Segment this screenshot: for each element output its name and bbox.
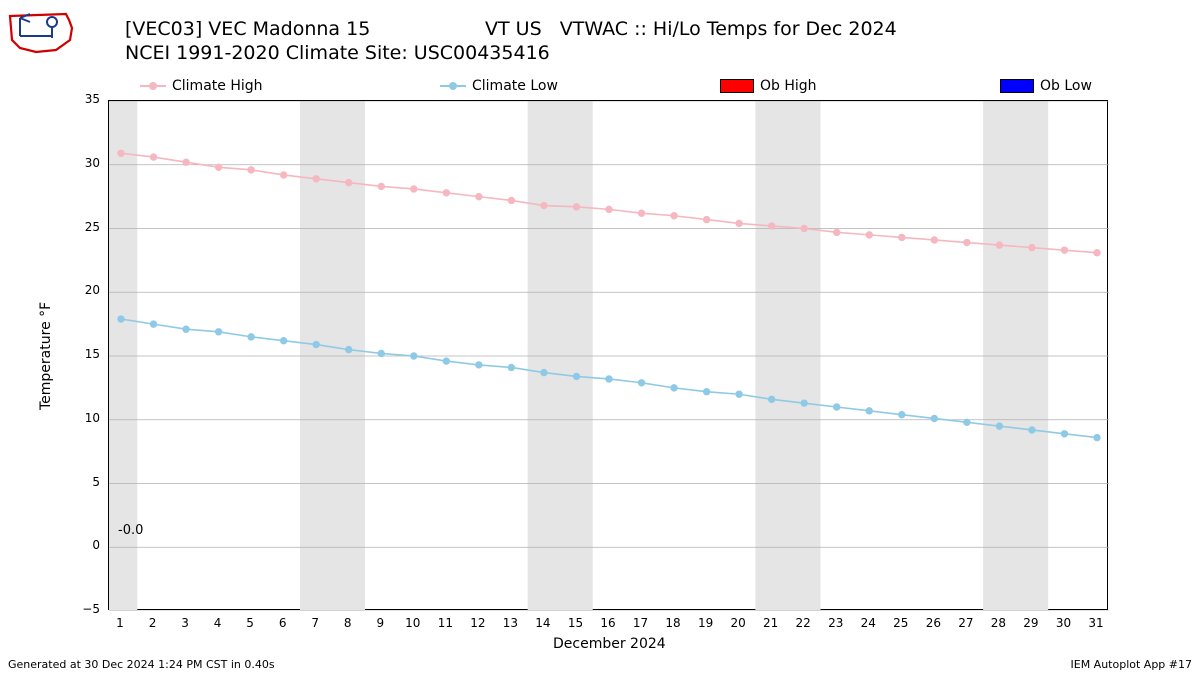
x-tick-label: 27 [951, 616, 981, 630]
x-tick-label: 10 [398, 616, 428, 630]
x-tick-label: 26 [918, 616, 948, 630]
x-tick-label: 6 [268, 616, 298, 630]
title-line-2: NCEI 1991-2020 Climate Site: USC00435416 [125, 42, 550, 64]
title-line-1: [VEC03] VEC Madonna 15 VT US VTWAC :: Hi… [125, 18, 897, 40]
y-tick-label: 10 [60, 411, 100, 425]
x-tick-label: 30 [1048, 616, 1078, 630]
x-tick-label: 16 [593, 616, 623, 630]
legend-swatch-climate-high [140, 85, 166, 87]
x-tick-label: 11 [430, 616, 460, 630]
y-axis-label: Temperature °F [38, 302, 54, 410]
y-tick-label: 30 [60, 156, 100, 170]
plot-area [108, 100, 1108, 610]
x-tick-label: 31 [1081, 616, 1111, 630]
chart-title: [VEC03] VEC Madonna 15 VT US VTWAC :: Hi… [125, 18, 897, 66]
legend-label-ob-low: Ob Low [1040, 78, 1092, 94]
footer-generated: Generated at 30 Dec 2024 1:24 PM CST in … [8, 658, 275, 671]
x-tick-label: 18 [658, 616, 688, 630]
legend-swatch-ob-low [1000, 79, 1034, 93]
x-tick-label: 4 [203, 616, 233, 630]
legend-ob-high: Ob High [720, 78, 817, 94]
x-tick-label: 14 [528, 616, 558, 630]
x-tick-label: 2 [138, 616, 168, 630]
x-tick-label: 23 [821, 616, 851, 630]
x-tick-label: 21 [756, 616, 786, 630]
legend-label-climate-low: Climate Low [472, 78, 558, 94]
plot-svg [109, 101, 1109, 611]
x-axis-label: December 2024 [553, 636, 666, 652]
x-tick-label: 13 [495, 616, 525, 630]
y-tick-label: 15 [60, 347, 100, 361]
x-tick-label: 20 [723, 616, 753, 630]
y-tick-label: 5 [60, 475, 100, 489]
x-tick-label: 8 [333, 616, 363, 630]
x-tick-label: 17 [626, 616, 656, 630]
x-tick-label: 15 [560, 616, 590, 630]
x-tick-label: 25 [886, 616, 916, 630]
legend-label-ob-high: Ob High [760, 78, 817, 94]
x-tick-label: 19 [691, 616, 721, 630]
x-tick-label: 28 [983, 616, 1013, 630]
legend-ob-low: Ob Low [1000, 78, 1092, 94]
footer-app: IEM Autoplot App #17 [1071, 658, 1193, 671]
x-tick-label: 9 [365, 616, 395, 630]
x-tick-label: 29 [1016, 616, 1046, 630]
legend-climate-low: Climate Low [440, 78, 558, 94]
y-tick-label: −5 [60, 602, 100, 616]
legend-label-climate-high: Climate High [172, 78, 263, 94]
x-tick-label: 22 [788, 616, 818, 630]
legend-climate-high: Climate High [140, 78, 263, 94]
legend-swatch-climate-low [440, 85, 466, 87]
iem-logo [6, 6, 78, 56]
y-tick-label: 0 [60, 538, 100, 552]
legend-swatch-ob-high [720, 79, 754, 93]
y-tick-label: 20 [60, 283, 100, 297]
x-tick-label: 12 [463, 616, 493, 630]
x-tick-label: 3 [170, 616, 200, 630]
y-tick-label: 35 [60, 92, 100, 106]
x-tick-label: 5 [235, 616, 265, 630]
x-tick-label: 24 [853, 616, 883, 630]
y-tick-label: 25 [60, 220, 100, 234]
chart-root: [VEC03] VEC Madonna 15 VT US VTWAC :: Hi… [0, 0, 1200, 675]
x-tick-label: 1 [105, 616, 135, 630]
annotation-zero: -0.0 [118, 523, 143, 538]
x-tick-label: 7 [300, 616, 330, 630]
